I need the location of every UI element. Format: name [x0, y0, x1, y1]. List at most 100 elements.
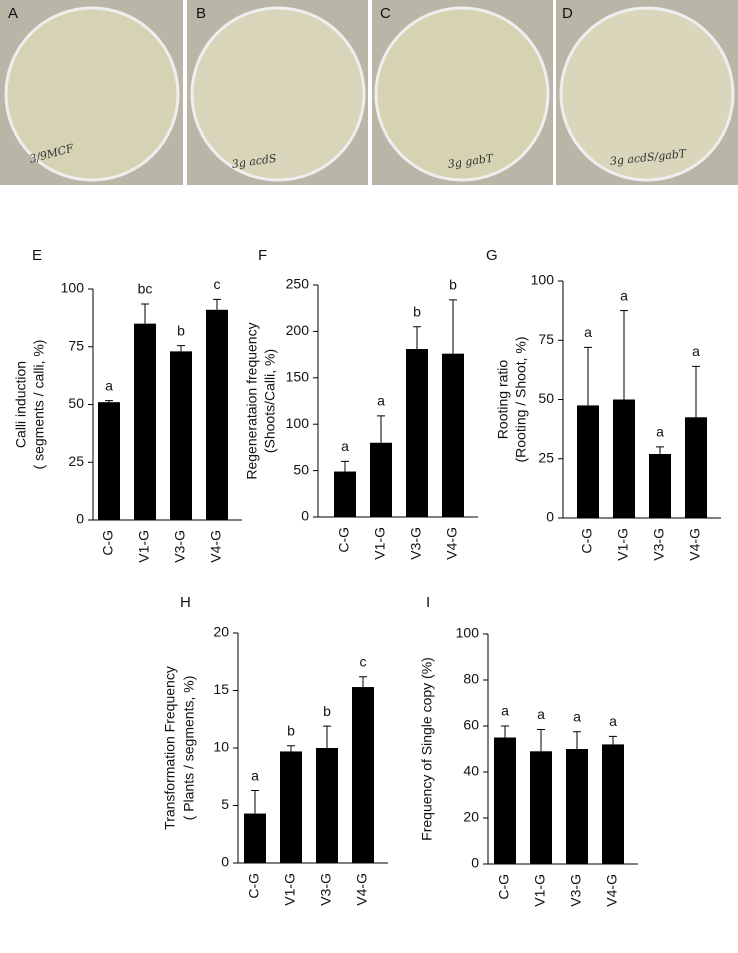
photo-c: C 3g gabT [372, 0, 553, 185]
bar [577, 405, 599, 518]
significance-label: a [692, 343, 700, 359]
significance-label: a [105, 377, 113, 393]
significance-label: b [287, 722, 295, 738]
y-tick-label: 5 [221, 796, 229, 812]
x-tick-label: V1-G [372, 527, 388, 560]
x-tick-label: V3-G [172, 530, 188, 563]
y-tick-label: 40 [463, 763, 479, 779]
y-axis-label: Transformation Frequency [162, 666, 178, 830]
error-bar [323, 725, 331, 748]
bar [316, 748, 338, 863]
error-bar [537, 728, 545, 752]
photo-a: A 3/9MCF [0, 0, 183, 185]
x-tick-label: V4-G [444, 527, 460, 560]
panel-label: B [196, 5, 206, 22]
y-axis-label: Regenerataion frequency [244, 322, 260, 479]
y-axis-label: (Shoots/Calli, %) [262, 349, 278, 453]
panel-label: C [380, 5, 391, 22]
y-tick-label: 250 [286, 276, 310, 292]
error-bar [573, 731, 581, 749]
y-tick-label: 200 [286, 322, 310, 338]
panel-label: E [32, 247, 42, 264]
y-tick-label: 25 [68, 453, 84, 469]
x-tick-label: V1-G [136, 530, 152, 563]
bar [244, 813, 266, 863]
significance-label: c [360, 653, 367, 669]
significance-label: b [177, 322, 185, 338]
x-tick-label: V1-G [282, 873, 298, 906]
x-tick-label: C-G [496, 874, 512, 900]
bar [602, 744, 624, 864]
error-bar [105, 400, 113, 403]
panel-label: I [426, 594, 430, 611]
bar [280, 751, 302, 863]
bar [685, 417, 707, 518]
bar [370, 442, 392, 517]
y-axis-label: Rooting ratio [495, 360, 511, 440]
y-tick-label: 150 [286, 369, 310, 385]
error-bar [141, 303, 149, 324]
x-tick-label: V4-G [604, 874, 620, 907]
bar [530, 751, 552, 864]
y-tick-label: 0 [76, 511, 84, 527]
y-axis-label: (Rooting / Shoot, %) [513, 336, 529, 462]
y-tick-label: 25 [538, 449, 554, 465]
error-bar [620, 310, 628, 400]
y-tick-label: 20 [213, 624, 229, 640]
y-tick-label: 50 [68, 395, 84, 411]
significance-label: a [584, 324, 592, 340]
bar [494, 737, 516, 864]
bar [206, 309, 228, 520]
x-tick-label: V3-G [408, 527, 424, 560]
plate-label: 3g acdS [231, 152, 278, 171]
y-tick-label: 15 [213, 681, 229, 697]
error-bar [584, 346, 592, 406]
y-tick-label: 50 [293, 461, 309, 477]
y-axis-label: ( segments / calli, %) [31, 340, 47, 470]
x-tick-label: V3-G [651, 528, 667, 561]
bar [406, 349, 428, 517]
error-bar [341, 460, 349, 472]
y-tick-label: 100 [61, 280, 85, 296]
error-bar [377, 415, 385, 443]
y-tick-label: 0 [301, 508, 309, 524]
panel-label: G [486, 247, 498, 264]
error-bar [609, 735, 617, 745]
y-tick-label: 20 [463, 809, 479, 825]
error-bar [501, 725, 509, 738]
x-tick-label: V4-G [354, 873, 370, 906]
x-tick-label: V4-G [687, 528, 703, 561]
x-tick-label: V1-G [532, 874, 548, 907]
bar [613, 399, 635, 518]
bar [170, 351, 192, 520]
significance-label: a [251, 767, 259, 783]
x-tick-label: C-G [100, 530, 116, 556]
x-tick-label: C-G [336, 527, 352, 553]
y-axis-label: Calli induction [13, 361, 29, 448]
bar [442, 353, 464, 517]
y-axis-label: ( Plants / segments, %) [181, 676, 197, 821]
significance-label: a [609, 713, 617, 729]
y-tick-label: 75 [68, 337, 84, 353]
significance-label: a [573, 708, 581, 724]
error-bar [692, 365, 700, 418]
y-tick-label: 100 [531, 272, 555, 288]
error-bar [656, 446, 664, 455]
significance-label: b [413, 303, 421, 319]
x-tick-label: V3-G [568, 874, 584, 907]
bar [566, 749, 588, 864]
panel-label: A [8, 5, 18, 22]
x-tick-label: V4-G [208, 530, 224, 563]
x-tick-label: C-G [246, 873, 262, 899]
x-tick-label: C-G [579, 528, 595, 554]
significance-label: a [501, 703, 509, 719]
bar [649, 454, 671, 518]
y-tick-label: 80 [463, 671, 479, 687]
error-bar [251, 790, 259, 814]
panel-label: D [562, 5, 573, 22]
x-tick-label: V1-G [615, 528, 631, 561]
significance-label: b [449, 277, 457, 293]
significance-label: a [537, 706, 545, 722]
